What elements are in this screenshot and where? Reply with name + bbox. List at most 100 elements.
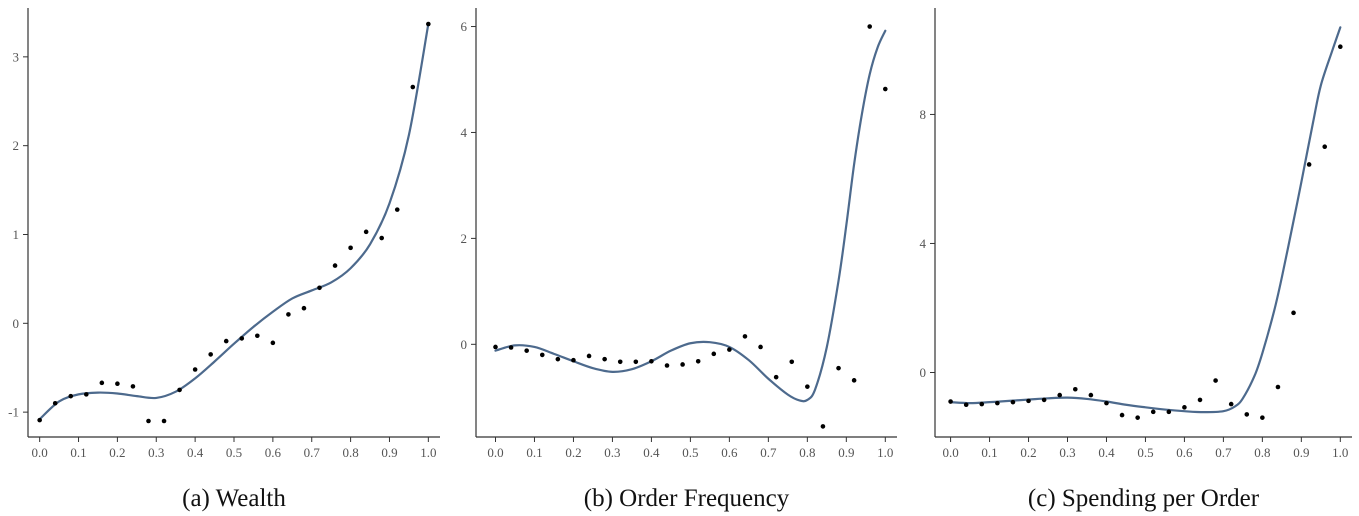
data-point <box>426 21 431 27</box>
data-point <box>301 305 307 311</box>
data-point <box>286 312 291 317</box>
x-tick-label: 0.8 <box>1254 445 1270 460</box>
data-point <box>255 333 260 339</box>
data-point <box>52 400 58 406</box>
data-point <box>602 356 607 362</box>
data-point <box>1010 399 1016 405</box>
x-tick-label: 0.7 <box>760 445 777 460</box>
x-tick-label: 1.0 <box>877 445 893 460</box>
data-point <box>695 358 701 364</box>
data-point <box>1260 415 1265 420</box>
data-point <box>192 367 198 372</box>
panel-caption: (b) Order Frequency <box>584 485 790 512</box>
x-tick-label: 0.2 <box>565 445 581 460</box>
y-tick-label: 0 <box>13 316 20 331</box>
data-point <box>363 229 369 235</box>
data-point <box>1244 412 1250 417</box>
data-point <box>1197 397 1203 403</box>
data-point <box>84 392 89 397</box>
data-point <box>539 352 545 358</box>
x-tick-label: 0.4 <box>187 445 204 460</box>
y-tick-label: 0 <box>920 365 927 380</box>
data-point <box>1088 392 1094 398</box>
x-tick-label: 0.1 <box>70 445 86 460</box>
x-tick-label: 0.1 <box>526 445 542 460</box>
fit-curve <box>949 26 1342 414</box>
data-point <box>99 380 105 386</box>
fit-curve <box>38 22 430 421</box>
x-tick-label: 0.8 <box>342 445 358 460</box>
data-point <box>617 359 623 365</box>
x-tick-label: 0.8 <box>799 445 815 460</box>
data-point <box>37 417 42 423</box>
data-point <box>223 338 229 344</box>
data-point <box>571 357 576 363</box>
x-tick-label: 0.7 <box>1215 445 1232 460</box>
data-point <box>130 384 136 389</box>
fit-curve <box>494 29 887 403</box>
data-point <box>1150 409 1156 415</box>
data-point <box>270 340 276 346</box>
panel-caption: (a) Wealth <box>182 485 286 512</box>
data-point <box>1322 144 1328 149</box>
data-point <box>867 24 873 29</box>
data-point <box>649 358 654 364</box>
x-tick-label: 0.6 <box>265 445 282 460</box>
data-point <box>1166 409 1172 415</box>
x-tick-label: 0.0 <box>942 445 958 460</box>
data-point <box>805 384 810 389</box>
panel-caption: (c) Spending per Order <box>1028 485 1260 512</box>
x-tick-label: 0.5 <box>682 445 698 460</box>
x-tick-label: 0.3 <box>148 445 164 460</box>
y-tick-label: 4 <box>920 236 927 251</box>
data-point <box>664 363 670 368</box>
y-tick-label: 0 <box>461 337 468 352</box>
data-point <box>727 347 732 352</box>
panel-spending-per-order: 0.0 0.1 0.2 0.3 0.4 0.5 0.6 0.7 0.8 0.9 1.0 0 4 8 (c) … <box>920 8 1352 512</box>
data-point <box>394 207 400 212</box>
x-tick-label: 0.5 <box>226 445 242 460</box>
data-point <box>851 378 857 383</box>
data-point <box>1291 310 1296 316</box>
data-point <box>586 353 592 359</box>
x-tick-label: 0.3 <box>604 445 620 460</box>
panel-order-frequency: 0.0 0.1 0.2 0.3 0.4 0.5 0.6 0.7 0.8 0.9 1.0 0 2 4 6 (b)… <box>461 8 897 512</box>
data-point <box>742 334 748 339</box>
y-tick-label: 8 <box>920 107 927 122</box>
data-point <box>995 400 1000 406</box>
y-tick-label: 2 <box>13 138 20 153</box>
data-point <box>773 374 779 380</box>
x-tick-label: 0.7 <box>304 445 321 460</box>
x-tick-label: 0.3 <box>1059 445 1075 460</box>
data-point <box>979 401 985 407</box>
x-tick-label: 0.5 <box>1137 445 1153 460</box>
y-tick-label: 6 <box>461 19 468 34</box>
data-point <box>379 235 384 241</box>
y-tick-label: 4 <box>461 125 468 140</box>
x-tick-label: 0.4 <box>1098 445 1115 460</box>
data-point <box>68 393 74 399</box>
data-point <box>524 348 529 353</box>
x-tick-label: 0.9 <box>1293 445 1309 460</box>
data-point <box>1135 415 1140 420</box>
x-tick-label: 0.4 <box>643 445 660 460</box>
x-tick-label: 0.6 <box>721 445 738 460</box>
data-point <box>161 418 167 424</box>
data-point <box>1104 400 1109 406</box>
x-tick-label: 1.0 <box>420 445 436 460</box>
data-point <box>789 359 795 365</box>
data-point <box>348 245 353 251</box>
data-point <box>680 362 685 367</box>
x-tick-label: 0.0 <box>487 445 503 460</box>
data-point <box>410 84 416 90</box>
data-point <box>1041 397 1047 403</box>
data-point <box>963 402 969 408</box>
panel-wealth: 0.0 0.1 0.2 0.3 0.4 0.5 0.6 0.7 0.8 0.9 1.0 -1 0 1 2 3 (… <box>8 8 440 512</box>
data-point <box>1213 378 1218 383</box>
data-point <box>177 387 182 393</box>
data-point <box>633 359 639 365</box>
data-point <box>1182 405 1187 410</box>
data-point <box>1119 412 1125 418</box>
data-point <box>208 352 213 357</box>
